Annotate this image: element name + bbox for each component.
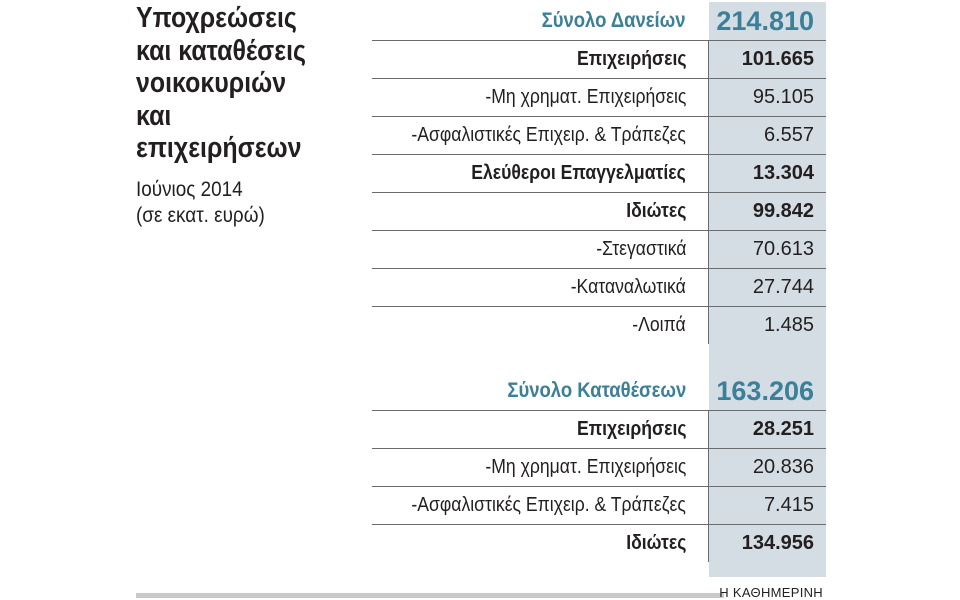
table-row: -Μη χρηματ. Επιχειρήσεις 95.105	[372, 78, 826, 116]
table-row: -Ασφαλιστικές Επιχειρ. & Τράπεζες 7.415	[372, 486, 826, 524]
table-row-value: 7.415	[763, 494, 814, 516]
table-row-label: Ελεύθεροι Επαγγελματίες	[471, 162, 686, 184]
table-row-label: -Καταναλωτικά	[570, 276, 686, 298]
title-line: και καταθέσεις	[136, 34, 306, 67]
table-row-value: 70.613	[752, 238, 814, 260]
table-row-label: Ιδιώτες	[625, 200, 686, 222]
chart-title: Υποχρεώσεις και καταθέσεις νοικοκυριών κ…	[136, 2, 334, 165]
loans-total-row-value: 214.810	[716, 6, 814, 36]
table-row-value: 99.842	[752, 200, 814, 222]
table-row: -Μη χρηματ. Επιχειρήσεις 20.836	[372, 448, 826, 486]
title-line: Υποχρεώσεις	[136, 2, 297, 34]
table-row-value: 28.251	[752, 418, 814, 440]
table-row-value: 27.744	[752, 276, 814, 298]
loans-total-row: Σύνολο Δανείων 214.810	[372, 2, 826, 40]
table-row: Ιδιώτες 99.842	[372, 192, 826, 230]
subtitle-date: Ιούνιος 2014	[136, 178, 243, 201]
deposits-total-row-value: 163.206	[716, 376, 814, 406]
table-row-value: 20.836	[752, 456, 814, 478]
table-row: Ελεύθεροι Επαγγελματίες 13.304	[372, 154, 826, 192]
loans-total-row-label: Σύνολο Δανείων	[542, 9, 686, 32]
title-line: επιχειρήσεων	[136, 132, 302, 164]
value-column-background	[709, 2, 826, 577]
table-row-label: -Μη χρηματ. Επιχειρήσεις	[485, 86, 686, 108]
table-row: Επιχειρήσεις 28.251	[372, 410, 826, 448]
table-row-label: Επιχειρήσεις	[576, 48, 686, 70]
source-credit: Η ΚΑΘΗΜΕΡΙΝΗ	[719, 585, 823, 600]
title-line: και	[136, 99, 172, 132]
table-row: -Καταναλωτικά 27.744	[372, 268, 826, 306]
bottom-rule	[136, 593, 724, 598]
table-row: Ιδιώτες 134.956	[372, 524, 826, 562]
table-row: Επιχειρήσεις 101.665	[372, 40, 826, 78]
table-row: -Στεγαστικά 70.613	[372, 230, 826, 268]
deposits-total-row: Σύνολο Καταθέσεων 163.206	[372, 372, 826, 410]
table-row-value: 134.956	[741, 532, 814, 554]
table-row-value: 101.665	[741, 48, 814, 70]
table-row-value: 13.304	[752, 162, 814, 184]
table-row-label: -Ασφαλιστικές Επιχειρ. & Τράπεζες	[411, 124, 686, 146]
table-row: -Ασφαλιστικές Επιχειρ. & Τράπεζες 6.557	[372, 116, 826, 154]
subtitle-unit: (σε εκατ. ευρώ)	[136, 204, 265, 227]
table-row-label: -Στεγαστικά	[595, 238, 686, 260]
column-divider	[708, 410, 709, 562]
table-row-label: -Μη χρηματ. Επιχειρήσεις	[485, 456, 686, 478]
table-row-label: -Ασφαλιστικές Επιχειρ. & Τράπεζες	[411, 494, 686, 516]
chart-subtitle: Ιούνιος 2014 (σε εκατ. ευρώ)	[136, 177, 334, 229]
table-row-label: Επιχειρήσεις	[576, 418, 686, 440]
title-line: νοικοκυριών	[136, 67, 287, 99]
table-row: -Λοιπά 1.485	[372, 306, 826, 344]
table-row-label: -Λοιπά	[632, 314, 686, 336]
table-row-value: 6.557	[763, 124, 814, 146]
column-divider	[708, 40, 709, 344]
table-row-label: Ιδιώτες	[625, 532, 686, 554]
table-row-value: 1.485	[763, 314, 814, 336]
deposits-total-row-label: Σύνολο Καταθέσεων	[507, 379, 686, 402]
table-row-value: 95.105	[752, 86, 814, 108]
